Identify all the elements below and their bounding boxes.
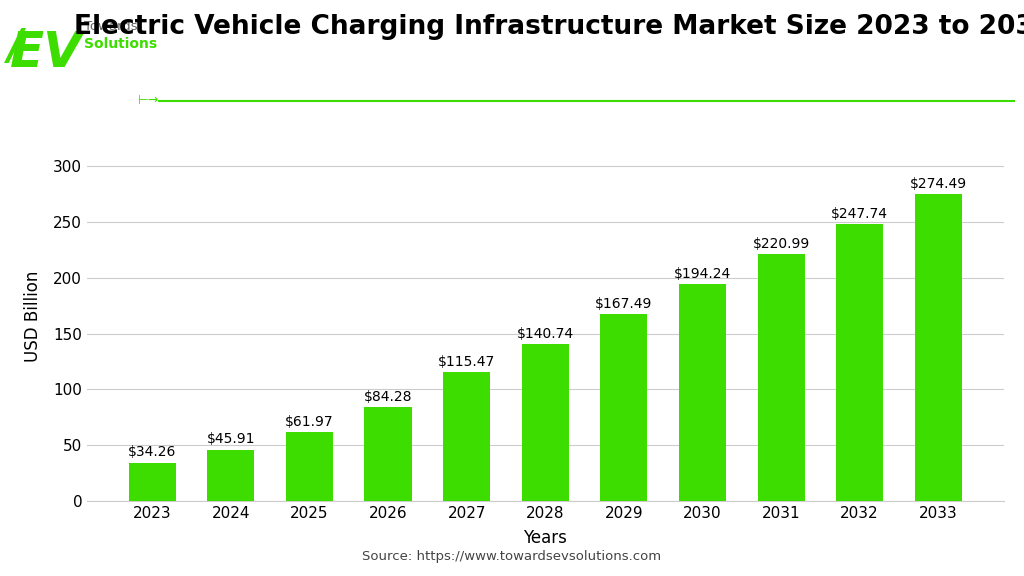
Bar: [207, 450, 254, 501]
Text: $45.91: $45.91: [207, 433, 255, 446]
Text: $140.74: $140.74: [517, 327, 573, 340]
Bar: [129, 463, 176, 501]
Text: $115.47: $115.47: [438, 355, 496, 369]
Bar: [286, 432, 333, 501]
Text: /: /: [8, 26, 24, 68]
X-axis label: Years: Years: [523, 529, 567, 547]
Bar: [600, 314, 647, 501]
Text: Electric Vehicle Charging Infrastructure Market Size 2023 to 2033: Electric Vehicle Charging Infrastructure…: [74, 14, 1024, 40]
Bar: [914, 195, 962, 501]
Text: $84.28: $84.28: [364, 389, 413, 404]
Text: ⊢→: ⊢→: [138, 94, 160, 107]
Y-axis label: USD Billion: USD Billion: [25, 271, 42, 362]
Text: Towards: Towards: [84, 20, 137, 33]
Bar: [521, 344, 569, 501]
Bar: [365, 407, 412, 501]
Bar: [679, 284, 726, 501]
Text: $274.49: $274.49: [909, 177, 967, 191]
Text: $220.99: $220.99: [753, 237, 810, 251]
Text: $247.74: $247.74: [831, 207, 888, 221]
Bar: [443, 372, 490, 501]
Text: $61.97: $61.97: [285, 415, 334, 429]
Text: $194.24: $194.24: [674, 267, 731, 281]
Bar: [837, 225, 884, 501]
Text: Solutions: Solutions: [84, 37, 157, 51]
Bar: [758, 254, 805, 501]
Text: $34.26: $34.26: [128, 445, 176, 460]
Text: EV: EV: [10, 29, 83, 77]
Text: Source: https://www.towardsevsolutions.com: Source: https://www.towardsevsolutions.c…: [362, 550, 662, 563]
Text: $167.49: $167.49: [595, 297, 652, 310]
